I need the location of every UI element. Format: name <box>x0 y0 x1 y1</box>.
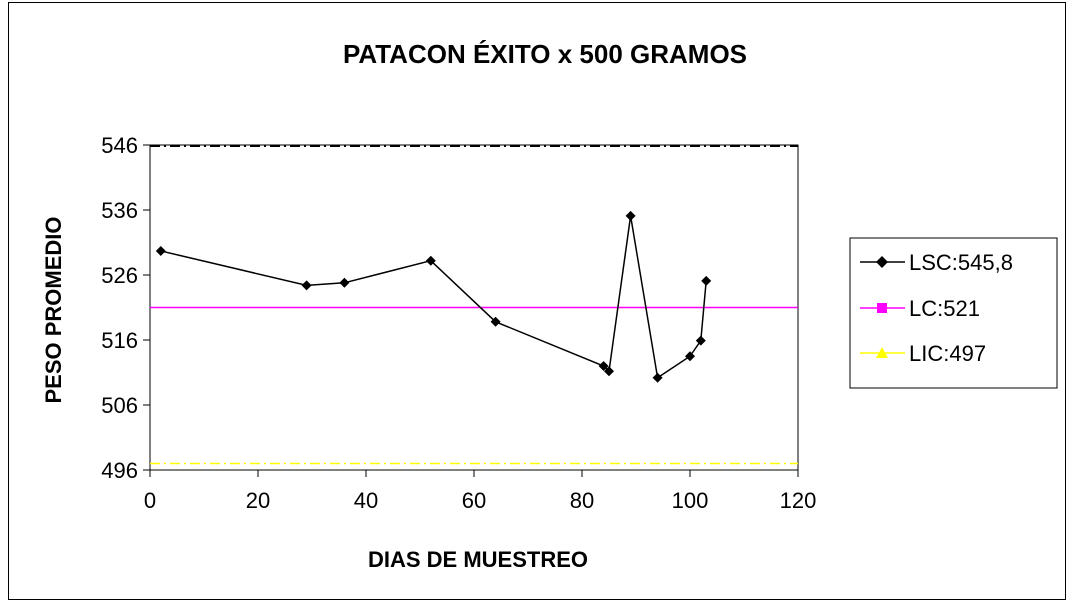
data-point <box>490 316 501 327</box>
y-axis-title: PESO PROMEDIO <box>41 216 66 403</box>
legend-label: LIC:497 <box>909 341 986 366</box>
data-point <box>598 361 609 371</box>
x-tick-label: 120 <box>780 488 817 513</box>
data-point <box>425 255 436 266</box>
y-tick-label: 496 <box>101 458 138 483</box>
data-point <box>604 366 614 377</box>
legend-label: LC:521 <box>909 296 980 321</box>
y-tick-label: 536 <box>101 198 138 223</box>
data-point <box>339 277 350 288</box>
x-tick-label: 20 <box>246 488 270 513</box>
x-tick-label: 0 <box>144 488 156 513</box>
reference-lines <box>150 145 798 465</box>
data-point <box>155 245 166 256</box>
chart-title: PATACON ÉXITO x 500 GRAMOS <box>343 39 747 69</box>
data-point <box>652 372 663 383</box>
x-tick-label: 80 <box>570 488 594 513</box>
legend-marker <box>876 256 888 268</box>
data-series <box>155 210 712 383</box>
legend: LSC:545,8 LC:521 LIC:497 <box>860 250 1013 366</box>
legend-label: LSC:545,8 <box>909 250 1013 275</box>
x-axis-title: DIAS DE MUESTREO <box>368 547 588 572</box>
y-tick-label: 526 <box>101 263 138 288</box>
x-tick-label: 60 <box>462 488 486 513</box>
legend-marker <box>877 303 887 313</box>
data-point <box>625 210 636 221</box>
y-tick-label: 546 <box>101 133 138 158</box>
x-tick-label: 40 <box>354 488 378 513</box>
y-tick-label: 506 <box>101 393 138 418</box>
data-point <box>701 275 712 286</box>
axis-ticks: 496 506 516 526 536 546 0 20 40 60 80 100 120 <box>101 133 816 513</box>
data-point <box>695 335 706 346</box>
data-point <box>301 280 312 291</box>
legend-marker <box>876 347 888 358</box>
y-tick-label: 516 <box>101 328 138 353</box>
x-tick-label: 100 <box>672 488 709 513</box>
data-point <box>685 351 695 362</box>
